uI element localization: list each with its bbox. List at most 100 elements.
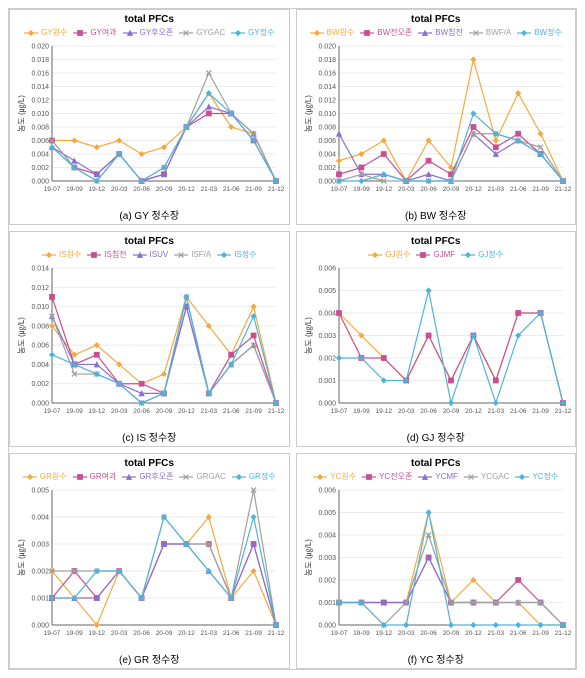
svg-text:0.008: 0.008 (318, 125, 336, 132)
legend-item: IS침전 (87, 249, 126, 260)
legend-label: GRGAC (196, 472, 225, 481)
svg-text:0.005: 0.005 (318, 288, 336, 295)
svg-text:20-03: 20-03 (111, 408, 128, 415)
legend-marker-icon (517, 29, 531, 37)
legend-item: GR여과 (73, 471, 117, 482)
legend-item: GY정수 (231, 27, 274, 38)
svg-text:0.006: 0.006 (31, 343, 49, 350)
svg-text:농도 (㎍/L): 농도 (㎍/L) (304, 95, 314, 132)
svg-text:19-12: 19-12 (375, 630, 392, 637)
legend-label: GJ정수 (478, 249, 503, 260)
chart-svg: 0.0000.0020.0040.0060.0080.0100.0120.014… (14, 40, 284, 205)
svg-text:0.020: 0.020 (318, 44, 336, 51)
legend-item: YC원수 (313, 471, 356, 482)
svg-text:0.002: 0.002 (31, 569, 49, 576)
legend-label: YC전오존 (379, 471, 412, 482)
chart-panel-a: total PFCs GY원수 GY여과 GY후오존 GYGAC (9, 9, 290, 225)
svg-text:21-03: 21-03 (200, 630, 217, 637)
svg-text:20-12: 20-12 (178, 630, 195, 637)
svg-text:20-09: 20-09 (442, 408, 459, 415)
svg-text:0.001: 0.001 (318, 378, 336, 385)
legend-item: BW침전 (418, 27, 463, 38)
svg-text:0.012: 0.012 (31, 98, 49, 105)
svg-text:0.018: 0.018 (31, 57, 49, 64)
svg-text:20-12: 20-12 (465, 630, 482, 637)
svg-text:21-06: 21-06 (509, 186, 526, 193)
legend-label: IS침전 (104, 249, 126, 260)
svg-text:0.002: 0.002 (31, 381, 49, 388)
svg-text:0.001: 0.001 (318, 600, 336, 607)
legend-marker-icon (73, 29, 87, 37)
svg-text:20-12: 20-12 (465, 186, 482, 193)
svg-text:20-06: 20-06 (133, 408, 150, 415)
svg-text:0.000: 0.000 (31, 623, 49, 630)
legend-item: YC정수 (515, 471, 558, 482)
svg-text:21-06: 21-06 (223, 630, 240, 637)
svg-text:0.016: 0.016 (318, 71, 336, 78)
legend-label: ISUV (150, 250, 169, 259)
legend-label: ISF/A (191, 250, 211, 259)
svg-text:20-06: 20-06 (420, 186, 437, 193)
svg-text:0.018: 0.018 (318, 57, 336, 64)
svg-text:21-03: 21-03 (487, 630, 504, 637)
legend-label: GR여과 (90, 471, 117, 482)
legend-item: BW전오존 (360, 27, 412, 38)
chart-caption: (b) BW 정수장 (301, 207, 572, 222)
legend-marker-icon (133, 251, 147, 259)
legend-label: YC정수 (532, 471, 558, 482)
legend-marker-icon (368, 251, 382, 259)
svg-text:농도 (㎍/L): 농도 (㎍/L) (304, 317, 314, 354)
legend-label: BW원수 (327, 27, 355, 38)
legend-marker-icon (461, 251, 475, 259)
svg-text:20-12: 20-12 (178, 408, 195, 415)
svg-text:0.005: 0.005 (31, 488, 49, 495)
legend-item: GRGAC (179, 471, 225, 482)
svg-text:0.010: 0.010 (318, 111, 336, 118)
svg-text:0.014: 0.014 (318, 84, 336, 91)
legend-label: BW전오존 (377, 27, 412, 38)
legend-item: BW정수 (517, 27, 562, 38)
svg-text:0.012: 0.012 (31, 285, 49, 292)
chart-svg: 0.0000.0010.0020.0030.0040.0050.00619-07… (301, 262, 571, 427)
legend-item: ISUV (133, 249, 169, 260)
svg-text:0.001: 0.001 (31, 596, 49, 603)
svg-text:21-09: 21-09 (245, 408, 262, 415)
legend-marker-icon (416, 251, 430, 259)
legend-label: GY후오존 (140, 27, 174, 38)
legend-label: GR후오존 (139, 471, 173, 482)
legend-marker-icon (73, 473, 87, 481)
svg-text:19-07: 19-07 (44, 408, 61, 415)
svg-text:21-06: 21-06 (223, 408, 240, 415)
svg-text:21-06: 21-06 (509, 408, 526, 415)
svg-text:0.014: 0.014 (31, 266, 49, 273)
legend-label: GJ원수 (385, 249, 410, 260)
legend-item: IS원수 (42, 249, 81, 260)
svg-text:0.000: 0.000 (31, 179, 49, 186)
svg-text:0.002: 0.002 (318, 578, 336, 585)
legend-marker-icon (418, 29, 432, 37)
chart-caption: (d) GJ 정수장 (301, 429, 572, 444)
chart-legend: GJ원수 GJMF GJ정수 (301, 249, 572, 260)
svg-text:21-03: 21-03 (200, 408, 217, 415)
svg-text:농도 (㎍/L): 농도 (㎍/L) (17, 317, 27, 354)
chart-title: total PFCs (14, 14, 285, 25)
svg-text:19-09: 19-09 (353, 186, 370, 193)
svg-text:19-09: 19-09 (66, 408, 83, 415)
svg-text:농도 (㎍/L): 농도 (㎍/L) (17, 95, 27, 132)
chart-svg: 0.0000.0020.0040.0060.0080.0100.0120.014… (14, 262, 284, 427)
svg-text:21-09: 21-09 (245, 630, 262, 637)
legend-item: GYGAC (179, 27, 225, 38)
legend-label: BWF/A (486, 28, 511, 37)
svg-text:20-09: 20-09 (156, 186, 173, 193)
legend-item: YC전오존 (362, 471, 412, 482)
legend-item: GJ정수 (461, 249, 503, 260)
svg-text:20-03: 20-03 (397, 630, 414, 637)
legend-marker-icon (179, 473, 193, 481)
svg-text:21-09: 21-09 (532, 186, 549, 193)
legend-marker-icon (174, 251, 188, 259)
legend-marker-icon (217, 251, 231, 259)
svg-text:0.016: 0.016 (31, 71, 49, 78)
svg-text:20-09: 20-09 (156, 630, 173, 637)
legend-item: GR후오존 (122, 471, 173, 482)
legend-label: IS원수 (59, 249, 81, 260)
